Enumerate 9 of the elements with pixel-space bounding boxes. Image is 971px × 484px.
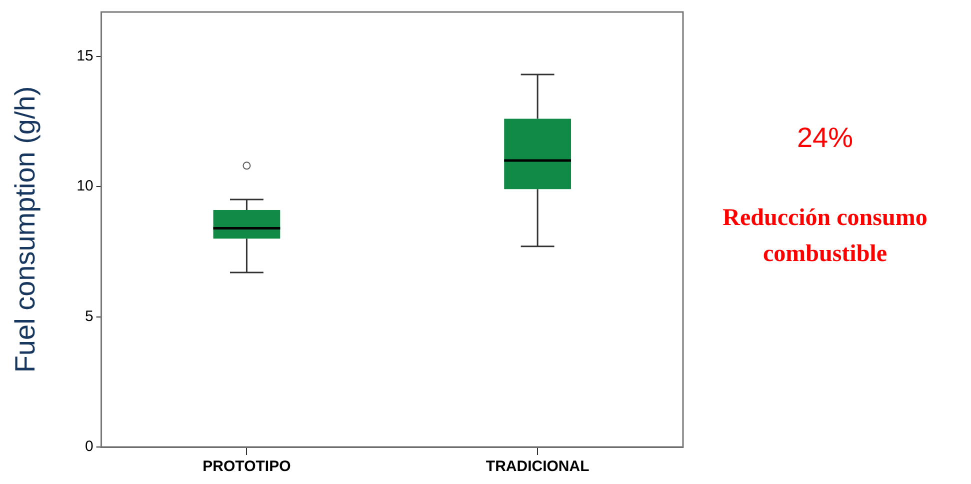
text: 24%	[796, 122, 854, 154]
y-tick-label: 0	[84, 438, 94, 456]
y-tick-label: 10	[76, 178, 94, 195]
y-axis-title: Fuel consumption (g/h)	[10, 86, 41, 373]
y-tick-label: 15	[76, 47, 94, 64]
text: Reducción consumo combustible	[722, 204, 928, 269]
x-tick-label: TRADICIONAL	[486, 458, 590, 476]
y-tick-label: 5	[84, 308, 94, 325]
x-tick-label: PROTOTIPO	[202, 458, 292, 476]
